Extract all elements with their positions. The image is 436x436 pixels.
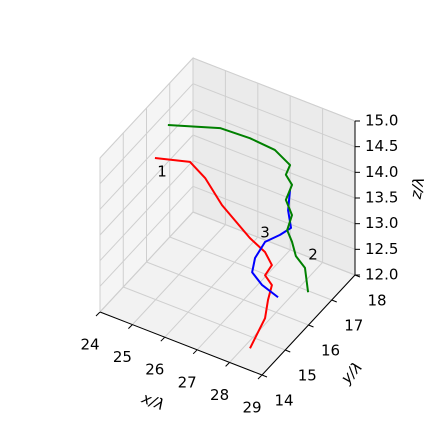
grid-line: [192, 160, 356, 225]
grid-line: [99, 83, 194, 185]
grid-line: [99, 134, 194, 236]
z-tick-label: 13.5: [365, 189, 398, 207]
x-tick-mark: [257, 374, 263, 380]
y-tick-mark: [331, 299, 337, 303]
annotation: 2: [308, 246, 318, 264]
y-axis-label: y/λ: [337, 358, 366, 388]
grid-line: [99, 57, 194, 159]
z-axis-label: z/λ: [407, 176, 429, 202]
y-tick-label: 18: [367, 292, 386, 310]
z-tick-label: 12.0: [365, 266, 398, 284]
y-tick-label: 17: [344, 317, 363, 335]
grid-line: [192, 134, 356, 199]
x-axis-label: x/λ: [138, 389, 167, 415]
y-tick-mark: [308, 324, 314, 328]
grid-line: [192, 57, 356, 122]
z-tick-label: 15.0: [365, 112, 398, 130]
trajectory: [167, 124, 310, 293]
trajectory: [154, 156, 273, 349]
x-tick-label: 27: [178, 373, 197, 391]
grid-line: [123, 286, 286, 351]
x-tick-mark: [160, 336, 166, 342]
grid-line: [99, 211, 194, 313]
x-tick-mark: [225, 362, 230, 367]
grid-line: [146, 261, 309, 326]
grid-line: [192, 108, 356, 173]
x-tick-label: 29: [242, 399, 261, 417]
x-tick-label: 28: [210, 386, 229, 404]
trajectory: [251, 189, 293, 299]
y-tick-mark: [285, 349, 291, 353]
z-tick-label: 14.5: [365, 137, 398, 155]
grid-line: [99, 160, 194, 262]
y-tick-label: 14: [274, 392, 293, 410]
grid-line: [192, 211, 356, 276]
grid-line: [192, 185, 356, 250]
x-axis-line: [99, 311, 263, 376]
z-tick-label: 14.0: [365, 163, 398, 181]
grid-line: [192, 83, 356, 148]
x-tick-label: 24: [80, 336, 99, 354]
x-tick-mark: [192, 349, 198, 355]
y-tick-mark: [261, 374, 268, 378]
grid-line: [169, 236, 332, 301]
x-tick-label: 25: [113, 348, 132, 366]
annotation: 3: [260, 224, 270, 242]
x-tick-mark: [95, 311, 101, 317]
y-axis-line: [261, 274, 356, 376]
annotation: 1: [157, 163, 167, 181]
z-tick-label: 12.5: [365, 240, 398, 258]
grid-line: [99, 185, 194, 287]
y-tick-label: 15: [298, 367, 317, 385]
x-tick-label: 26: [145, 361, 164, 379]
x-tick-mark: [128, 324, 133, 329]
y-tick-label: 16: [321, 342, 340, 360]
z-tick-label: 13.0: [365, 214, 398, 232]
